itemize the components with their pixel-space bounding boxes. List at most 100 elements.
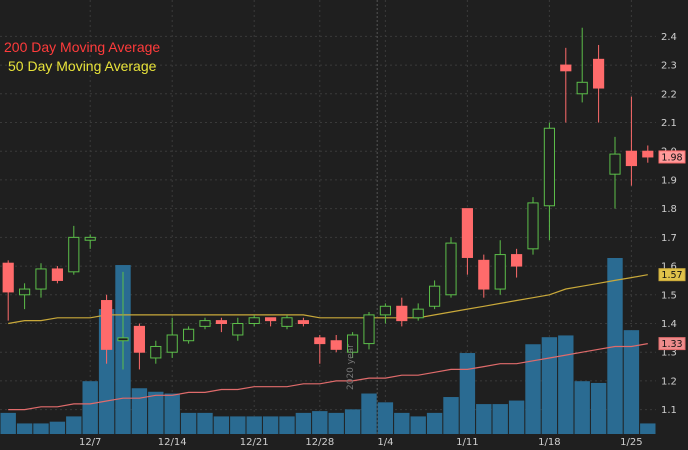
x-tick-label: 12/14 (158, 437, 187, 448)
x-tick-label: 12/28 (305, 437, 334, 448)
volume-bar (131, 388, 148, 434)
candle-body (133, 325, 145, 353)
candle-body (527, 202, 539, 250)
volume-bar (16, 423, 33, 434)
volume-bar (230, 416, 246, 434)
x-tick-label: 12/7 (79, 437, 101, 448)
x-tick-label: 1/11 (456, 437, 478, 448)
candle-body (232, 323, 244, 336)
volume-bar (295, 412, 312, 434)
candle-body (35, 268, 47, 290)
candle-body (150, 345, 162, 359)
candle-body (101, 300, 113, 350)
volume-bar (377, 402, 394, 434)
candle-body (494, 254, 506, 290)
candle-body (560, 64, 572, 72)
candle-body (593, 58, 605, 89)
volume-bar (82, 381, 98, 434)
volume-bar (476, 404, 492, 434)
volume-bar (0, 412, 16, 434)
volume-bar (312, 411, 328, 434)
candle-body (379, 305, 391, 316)
last-price-tag-box (658, 150, 686, 164)
y-tick-label: 1.5 (661, 290, 677, 301)
candle-body (642, 150, 654, 158)
candle-body (51, 268, 63, 281)
candle-body (609, 153, 621, 175)
price-tags: 1.98 1.57 1.33 (658, 150, 686, 351)
moving-averages (8, 274, 648, 411)
x-tick-label: 12/21 (240, 437, 269, 448)
volume-bar (558, 335, 574, 434)
legend-200-day-ma: 200 Day Moving Average (4, 39, 161, 55)
candle-body (461, 208, 473, 258)
ma200-tag-box (658, 337, 686, 351)
volume-bar (197, 412, 213, 434)
x-tick-label: 1/18 (538, 437, 560, 448)
volume-bar (328, 412, 344, 434)
ma50-line (8, 274, 648, 325)
volume-bar (394, 412, 410, 434)
volume-bar (443, 397, 459, 434)
ma50-tag-box (658, 268, 686, 282)
volume-bar (148, 391, 164, 434)
y-tick-label: 1.7 (661, 233, 677, 244)
candle-body (445, 242, 457, 296)
candle-body (19, 288, 31, 296)
volume-bar (246, 416, 262, 434)
volume-bar (213, 416, 230, 434)
candle-body (576, 81, 588, 95)
legend-50-day-ma: 50 Day Moving Average (8, 58, 157, 74)
candle-body (625, 150, 637, 167)
volume-bar (426, 412, 443, 434)
y-tick-label: 1.3 (661, 348, 677, 359)
volume-bar (492, 404, 508, 434)
candle-body (347, 334, 359, 353)
x-tick-label: 1/4 (377, 437, 393, 448)
year-marker-label: 2020 year (346, 344, 356, 390)
candle-body (2, 262, 14, 293)
volume-bar (590, 382, 607, 434)
volume-bar (180, 412, 197, 434)
candle-body (396, 305, 408, 322)
y-tick-label: 1.1 (661, 405, 677, 416)
y-tick-label: 1.2 (661, 376, 677, 387)
volume-bar (623, 330, 640, 434)
candle-body (84, 236, 96, 241)
candlesticks (2, 27, 654, 370)
y-tick-label: 1.6 (661, 262, 677, 273)
candle-body (183, 328, 195, 342)
candle-body (363, 314, 375, 345)
volume-bar (66, 416, 82, 434)
candle-body (117, 337, 129, 342)
ma200-line (8, 343, 648, 411)
ma200-tag-text: 1.33 (661, 339, 682, 350)
ma50-tag-text: 1.57 (661, 270, 682, 281)
candle-body (314, 337, 326, 345)
candle-body (166, 334, 178, 353)
price-axis: 1.11.21.31.41.51.61.71.81.92.02.12.22.32… (661, 32, 677, 416)
date-axis: 12/7 12/14 12/21 12/28 1/4 1/11 1/18 1/25 (79, 437, 643, 448)
y-tick-label: 1.9 (661, 175, 677, 186)
candle-body (543, 127, 555, 207)
candle-body (281, 317, 293, 327)
volume-bar (459, 353, 476, 434)
candle-body (199, 320, 211, 327)
candle-body (478, 259, 490, 290)
volume-bar (279, 416, 295, 434)
volume-bar (164, 393, 180, 434)
volume-bar (33, 423, 49, 434)
candle-body (297, 320, 309, 324)
volume-bar (262, 416, 279, 434)
candle-body (215, 320, 227, 324)
y-tick-label: 1.8 (661, 204, 677, 215)
volume-bar (640, 423, 656, 434)
candle-body (68, 236, 80, 273)
last-price-tag-text: 1.98 (661, 152, 682, 163)
volume-bar (361, 393, 377, 434)
x-tick-label: 1/25 (620, 437, 642, 448)
volume-bar (49, 421, 66, 434)
candle-body (412, 308, 424, 319)
candle-body (429, 285, 441, 307)
